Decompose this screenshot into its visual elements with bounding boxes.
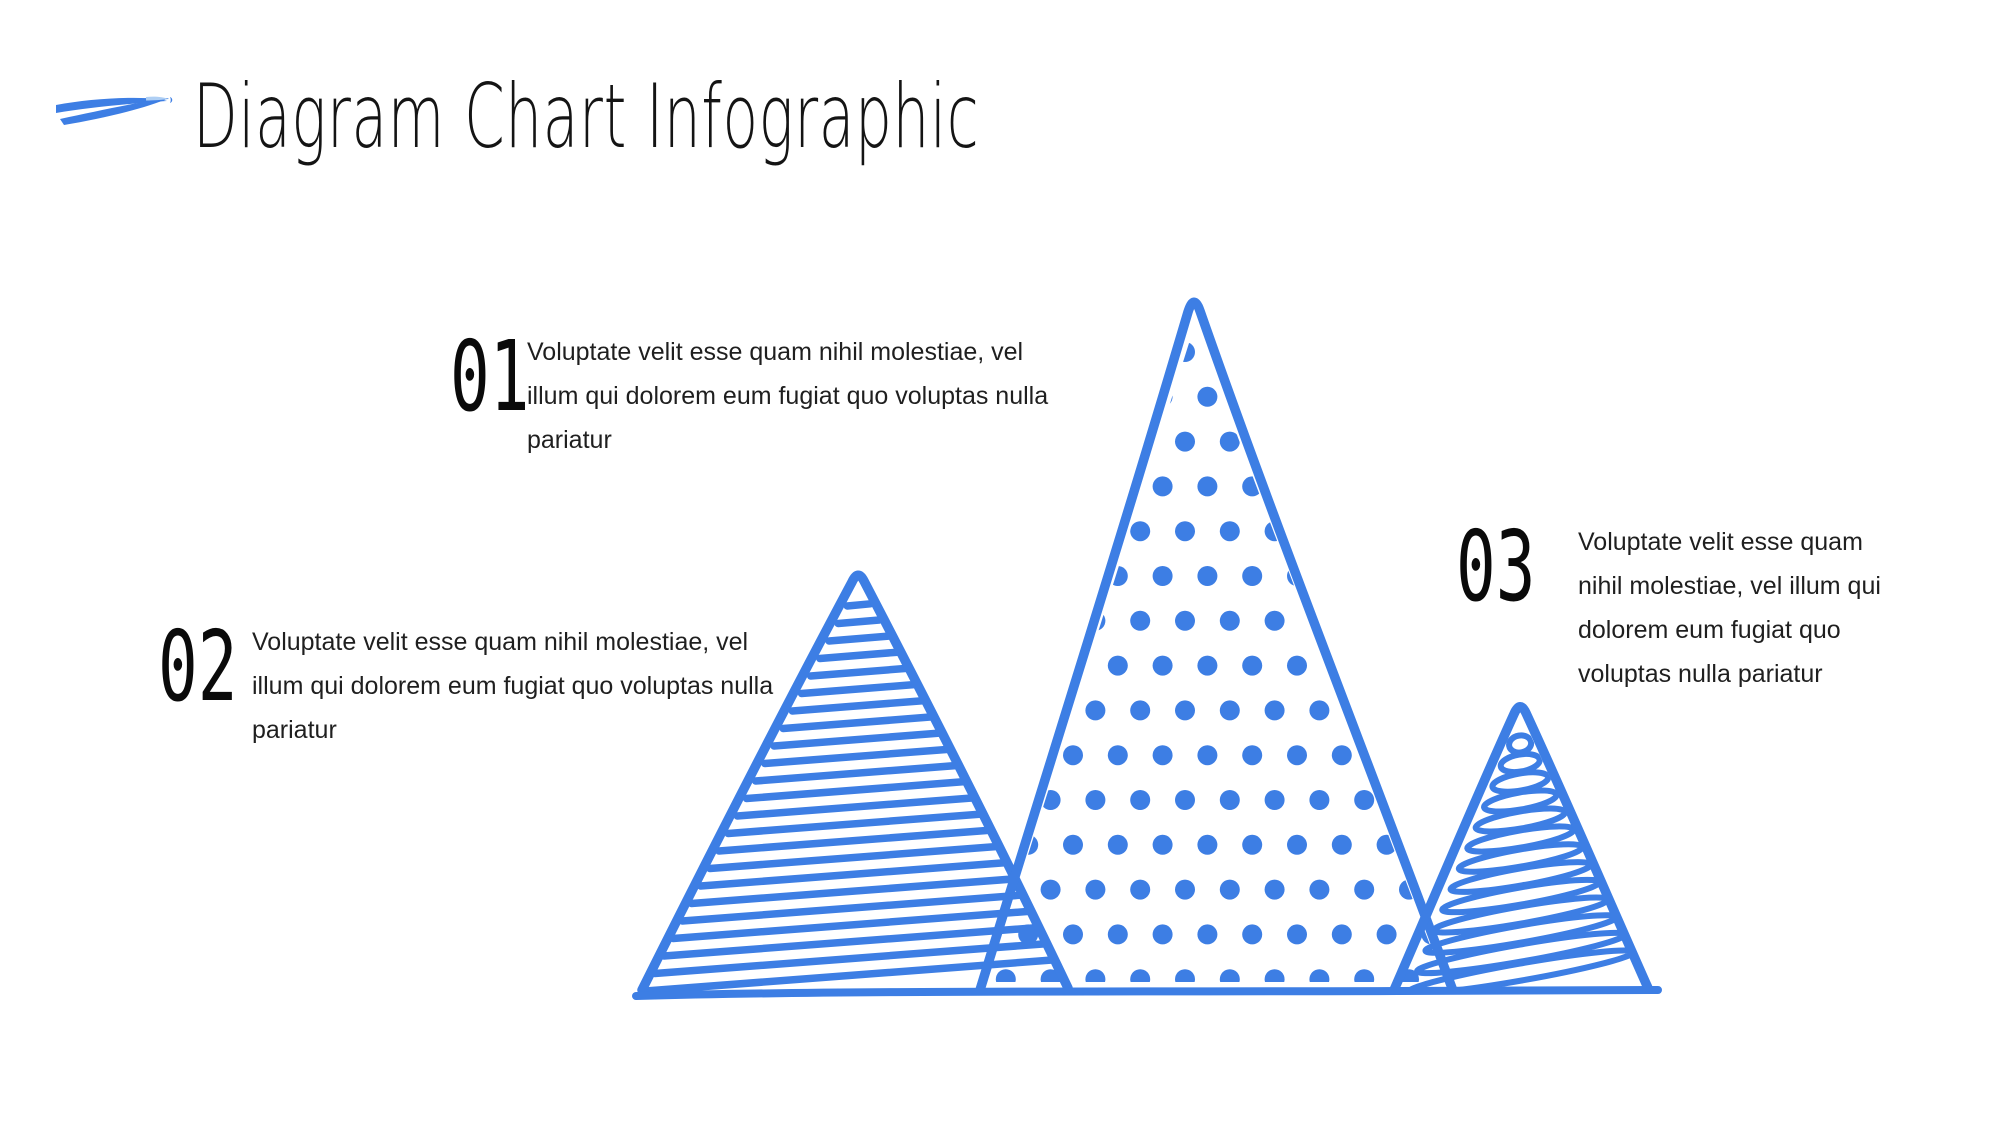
item-03-number: 03 bbox=[1456, 510, 1536, 623]
triangle-right-outline bbox=[1389, 702, 1653, 995]
item-02-number: 02 bbox=[158, 610, 238, 723]
item-01-number: 01 bbox=[450, 320, 530, 433]
mountains-baseline bbox=[632, 985, 1662, 1000]
page-title: Diagram Chart Infographic bbox=[193, 65, 980, 168]
triangle-left-outline bbox=[637, 570, 1073, 995]
item-03-description: Voluptate velit esse quam nihil molestia… bbox=[1578, 528, 1881, 688]
triangle-middle-outline bbox=[975, 297, 1457, 995]
item-01-description: Voluptate velit esse quam nihil molestia… bbox=[527, 338, 1049, 454]
triangle-left-hatch-pattern bbox=[641, 600, 1073, 995]
triangle-middle-dot-pattern bbox=[988, 342, 1444, 982]
item-02-description: Voluptate velit esse quam nihil molestia… bbox=[252, 628, 774, 744]
swoosh-icon bbox=[56, 96, 173, 125]
